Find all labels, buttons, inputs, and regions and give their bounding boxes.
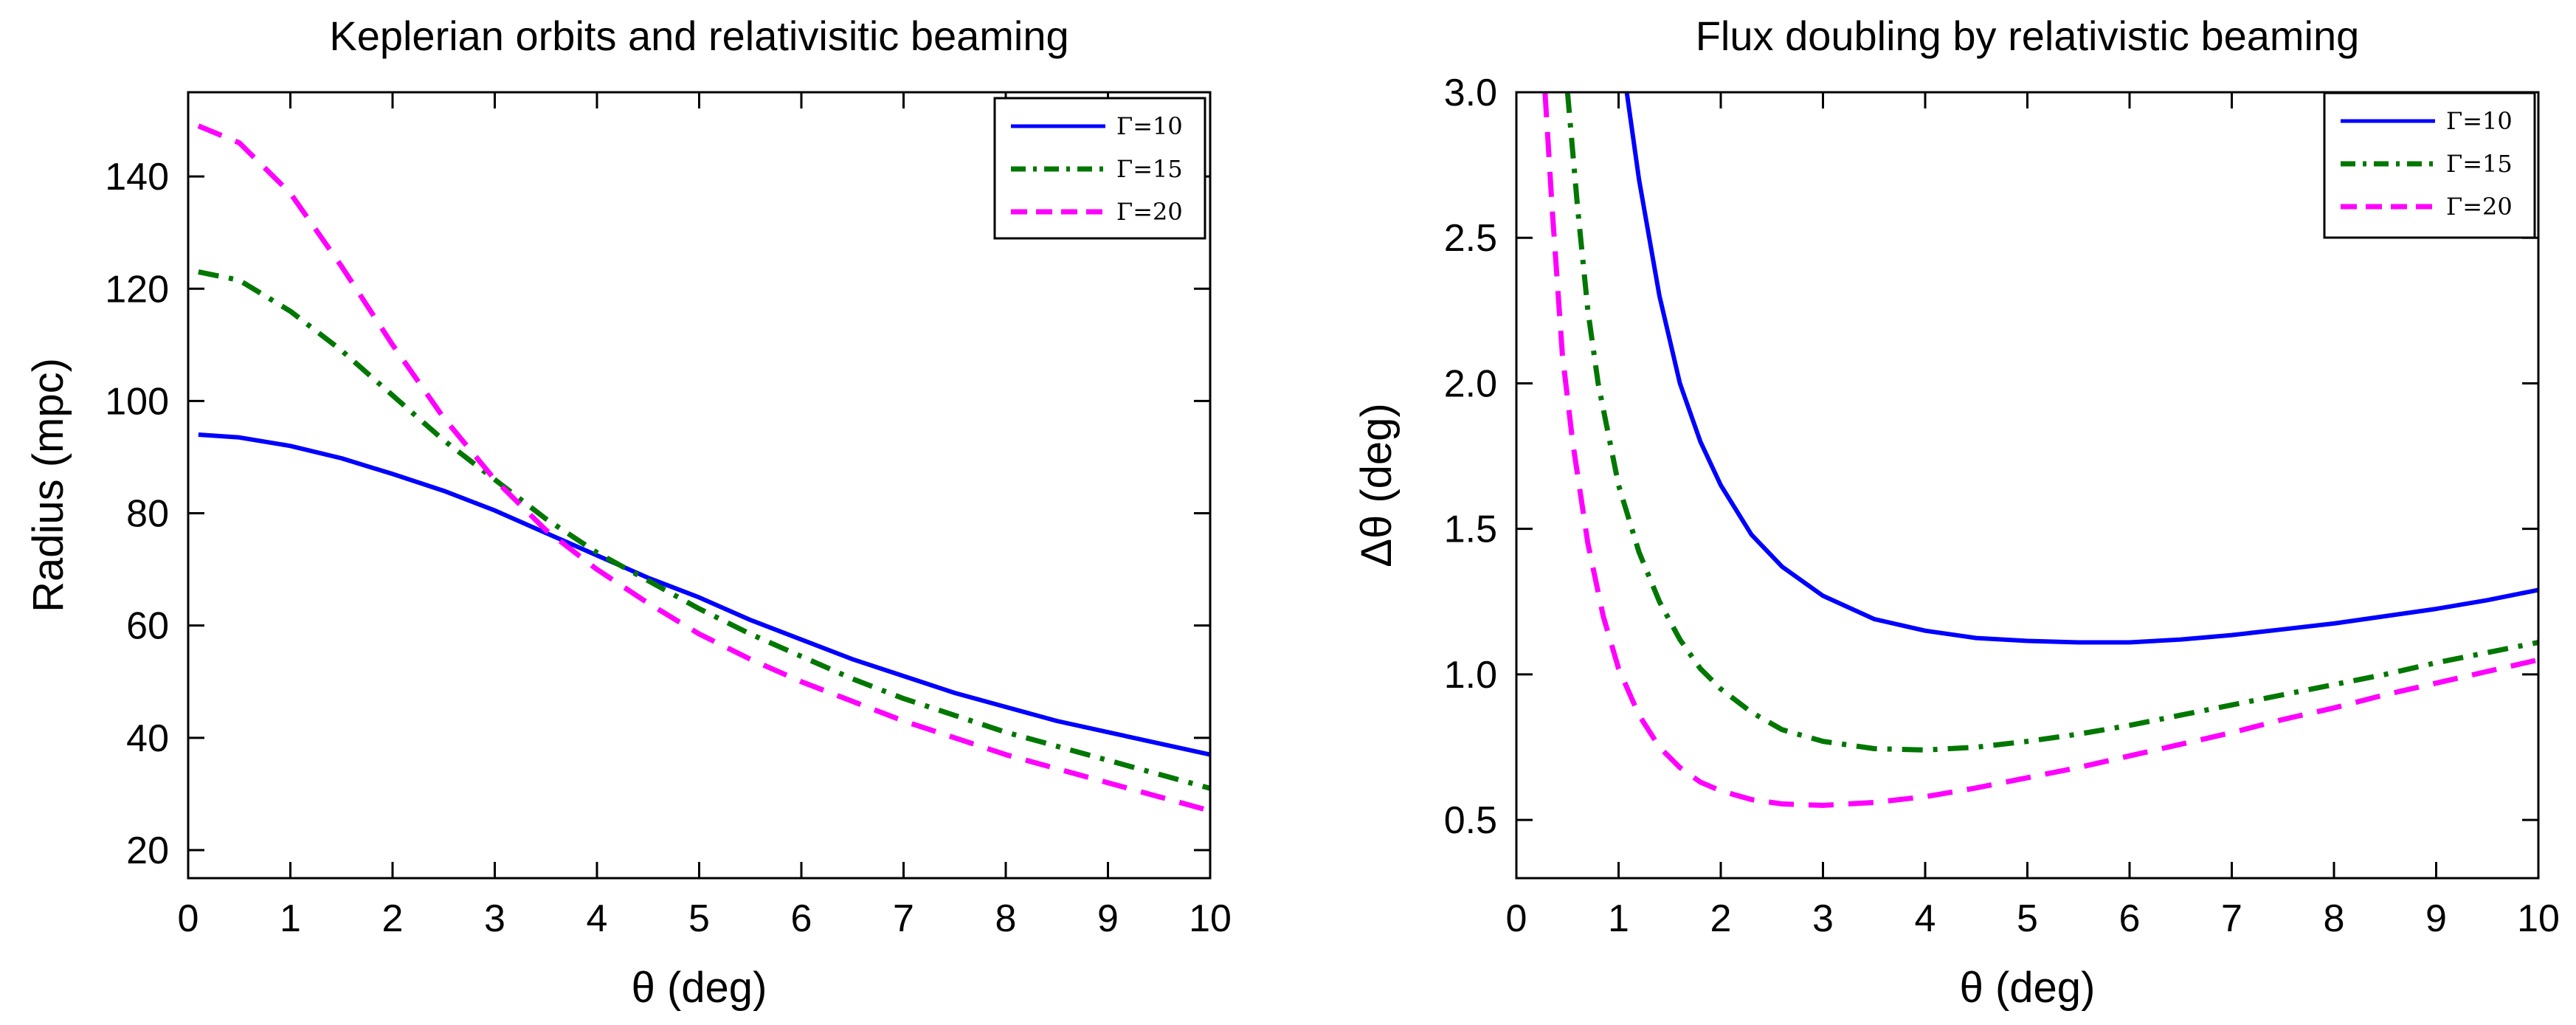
chart-panel-2: Flux doubling by relativistic beaming 0 1 2… [1353, 13, 2560, 1012]
x-tick-label: 9 [2425, 897, 2447, 940]
plot-frame [187, 91, 1212, 880]
x-tick-label: 7 [2221, 897, 2242, 940]
y-tick-label: 1.0 [1444, 654, 1497, 697]
x-tick-label: 5 [688, 897, 710, 940]
series-line-gamma-10 [1624, 92, 2538, 645]
legend-label: Γ=10 [1116, 112, 1183, 140]
series-line-gamma-15 [198, 269, 1210, 791]
y-tick-label: 0.5 [1444, 799, 1497, 842]
x-tick-label: 5 [2017, 897, 2038, 940]
y-tick-label: 40 [126, 717, 169, 760]
legend-label: Γ=20 [1116, 198, 1183, 226]
y-axis-label: Δθ (deg) [1353, 403, 1401, 567]
y-tick-label: 100 [105, 380, 169, 423]
series-line-gamma-20 [197, 123, 1210, 814]
x-tick-label: 9 [1097, 897, 1119, 940]
y-tick-label: 140 [105, 156, 169, 199]
x-tick-label: 3 [1812, 897, 1834, 940]
x-tick-label: 1 [280, 897, 301, 940]
y-tick-label: 80 [126, 493, 169, 536]
x-tick-label: 3 [484, 897, 505, 940]
x-tick-label: 4 [1915, 897, 1936, 940]
y-tick-label: 2.5 [1444, 217, 1497, 260]
legend: Γ=10 Γ=15 Γ=20 [993, 97, 1206, 240]
x-tick-label: 8 [2324, 897, 2345, 940]
x-tick-label: 10 [1189, 897, 1232, 940]
plot-frame [1515, 91, 2540, 880]
y-tick-label: 1.5 [1444, 508, 1497, 551]
x-tick-label: 8 [995, 897, 1017, 940]
x-axis-label: θ (deg) [632, 964, 767, 1012]
y-tick-label: 60 [126, 605, 169, 648]
chart-title: Flux doubling by relativistic beaming [1696, 13, 2360, 59]
series-line-gamma-20 [1542, 92, 2538, 808]
series-line-gamma-15 [1564, 92, 2538, 753]
legend-label: Γ=15 [2446, 150, 2513, 178]
chart-panel-1: Keplerian orbits and relativisitic beami… [24, 13, 1232, 1012]
x-tick-label: 0 [178, 897, 199, 940]
y-tick-label: 3.0 [1444, 72, 1497, 114]
x-tick-label: 0 [1506, 897, 1527, 940]
legend: Γ=10 Γ=15 Γ=20 [2323, 92, 2536, 239]
legend-label: Γ=15 [1116, 155, 1183, 183]
x-tick-label: 1 [1608, 897, 1629, 940]
chart-title: Keplerian orbits and relativisitic beami… [329, 13, 1068, 59]
x-axis-label: θ (deg) [1960, 964, 2096, 1012]
y-axis-label: Radius (mpc) [24, 358, 72, 612]
legend-label: Γ=10 [2446, 107, 2513, 135]
x-tick-label: 2 [1710, 897, 1732, 940]
series-line-gamma-10 [198, 432, 1210, 757]
x-tick-label: 7 [893, 897, 914, 940]
x-tick-label: 6 [2119, 897, 2141, 940]
x-tick-label: 2 [382, 897, 404, 940]
legend-label: Γ=20 [2446, 193, 2513, 221]
x-tick-label: 6 [791, 897, 812, 940]
x-tick-label: 4 [587, 897, 608, 940]
y-tick-label: 20 [126, 829, 169, 872]
x-tick-label: 10 [2517, 897, 2560, 940]
y-tick-label: 120 [105, 268, 169, 311]
y-tick-label: 2.0 [1444, 362, 1497, 405]
